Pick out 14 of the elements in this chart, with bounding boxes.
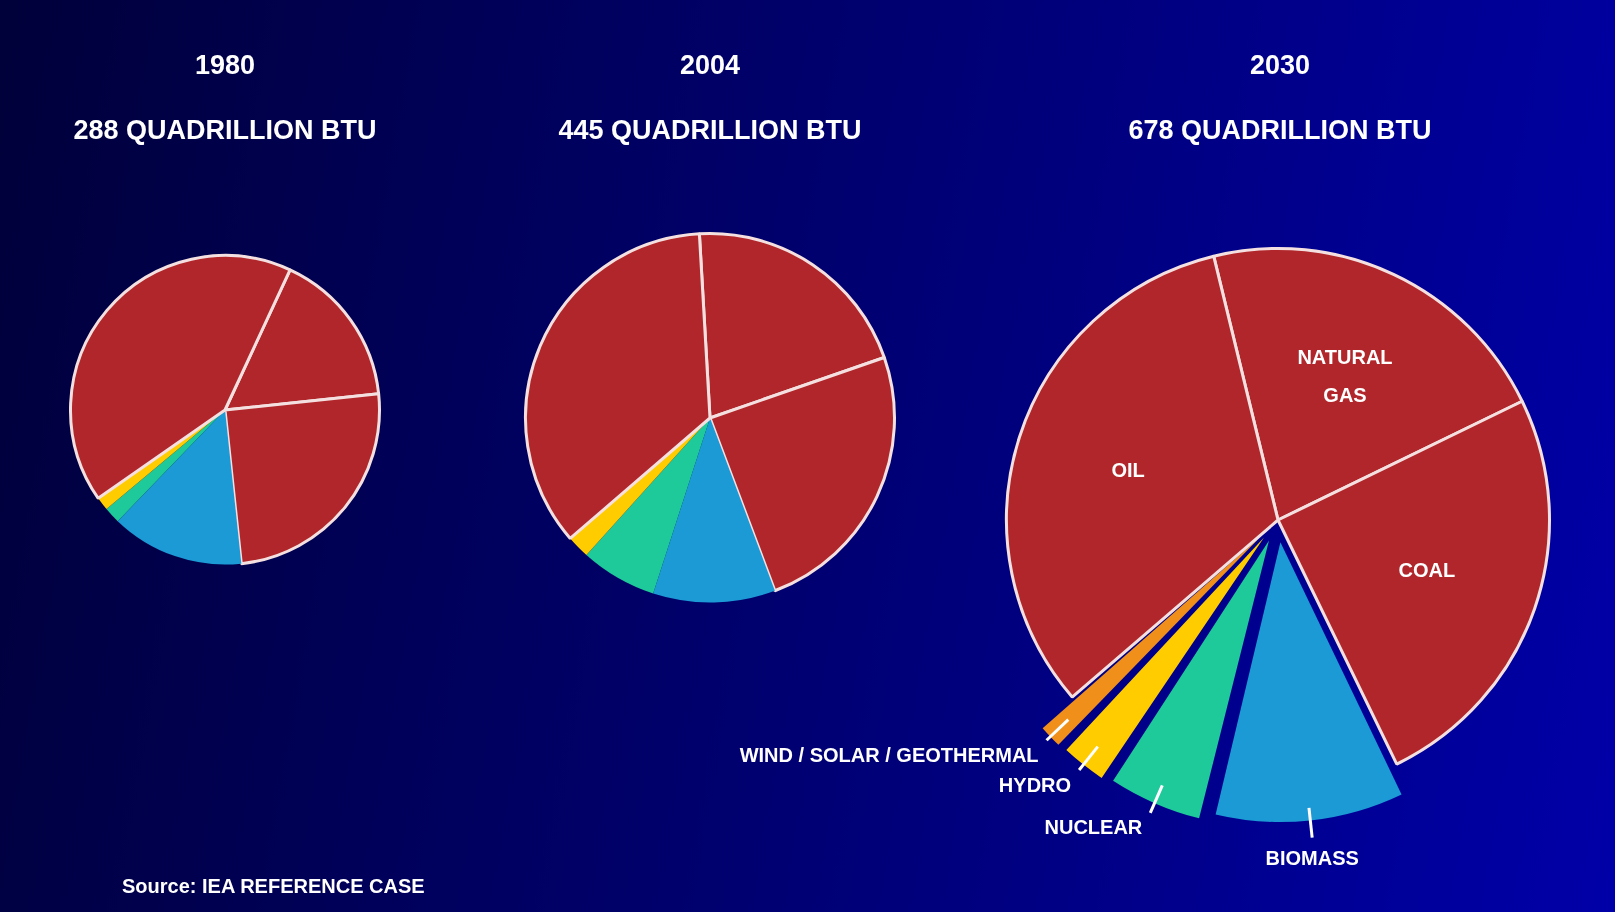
slice-label: NATURAL GAS — [1297, 346, 1393, 407]
chart-subtitle: 445 QUADRILLION BTU — [557, 115, 863, 146]
slice-label: WIND / SOLAR / GEOTHERMAL — [739, 743, 1039, 766]
source-note: Source: IEA REFERENCE CASE — [122, 875, 425, 898]
chart-subtitle: 288 QUADRILLION BTU — [72, 115, 378, 146]
chart-subtitle: 678 QUADRILLION BTU — [1127, 115, 1433, 146]
slice-label: COAL — [1398, 558, 1456, 581]
slice-label: HYDRO — [998, 773, 1072, 796]
slice-label: NUCLEAR — [1044, 816, 1143, 839]
slice-label: BIOMASS — [1265, 847, 1359, 870]
slice-label: OIL — [1111, 459, 1145, 482]
chart-title: 2004 — [678, 50, 742, 81]
chart-title: 1980 — [193, 50, 257, 81]
chart-title: 2030 — [1248, 50, 1312, 81]
